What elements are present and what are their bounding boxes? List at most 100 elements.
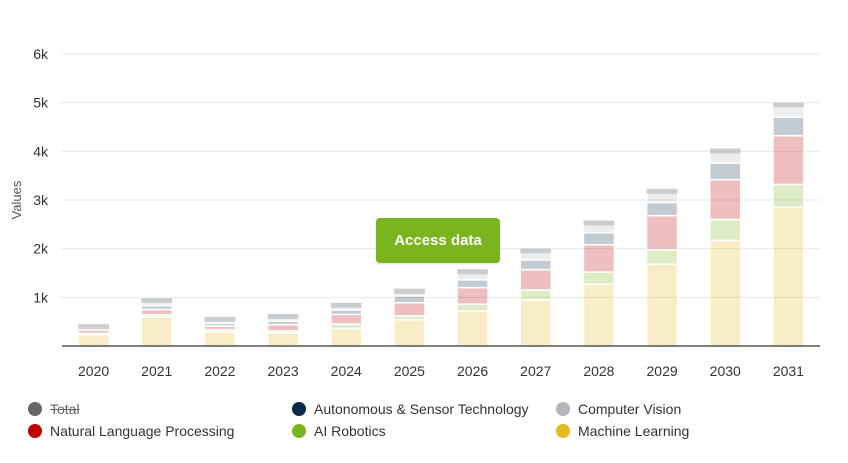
bar-stack-2020[interactable] xyxy=(77,323,110,347)
bar-segment[interactable] xyxy=(582,244,616,273)
legend-item-computer-vision[interactable]: Computer Vision xyxy=(556,401,681,417)
bar-stack-2026[interactable] xyxy=(456,268,489,347)
bar-top-cap xyxy=(457,269,489,275)
legend-dot-machine-learning xyxy=(556,424,570,438)
bar-segment[interactable] xyxy=(140,316,173,347)
bar-stack-2028[interactable] xyxy=(582,219,616,347)
bar-segment[interactable] xyxy=(582,283,616,347)
bar-segment[interactable] xyxy=(709,218,742,242)
bar-top-cap xyxy=(78,324,110,330)
bar-top-cap xyxy=(141,297,173,303)
legend-label-machine-learning: Machine Learning xyxy=(578,423,690,439)
bar-segment[interactable] xyxy=(456,286,489,305)
x-tick-label: 2026 xyxy=(457,363,488,379)
bar-top-cap xyxy=(520,248,552,254)
x-tick-label: 2021 xyxy=(141,363,172,379)
bar-stack-2025[interactable] xyxy=(393,287,426,347)
bar-segment[interactable] xyxy=(456,279,489,289)
legend-dot-total xyxy=(28,402,42,416)
x-tick-label: 2020 xyxy=(78,363,109,379)
bar-top-cap xyxy=(646,188,678,194)
bar-segment[interactable] xyxy=(582,231,616,246)
y-tick-label: 2k xyxy=(33,241,49,257)
bar-segment[interactable] xyxy=(645,201,679,217)
bar-segment[interactable] xyxy=(77,334,110,347)
bar-stack-2031[interactable] xyxy=(772,101,805,347)
bar-stack-2030[interactable] xyxy=(709,147,742,347)
bar-top-cap xyxy=(772,102,804,108)
bar-segment[interactable] xyxy=(709,178,742,221)
bar-segment[interactable] xyxy=(519,259,552,271)
bar-segment[interactable] xyxy=(709,239,742,347)
legend-label-natural-language-processing: Natural Language Processing xyxy=(50,423,235,439)
legend-item-natural-language-processing[interactable]: Natural Language Processing xyxy=(28,423,234,439)
legend-dot-natural-language-processing xyxy=(28,424,42,438)
x-tick-label: 2030 xyxy=(710,363,741,379)
bar-stack-2024[interactable] xyxy=(330,301,363,347)
bar-stack-2029[interactable] xyxy=(645,188,679,347)
bar-segment[interactable] xyxy=(330,327,363,347)
bar-top-cap xyxy=(583,220,615,226)
bars xyxy=(77,101,805,347)
bar-stack-2027[interactable] xyxy=(519,247,552,347)
legend-item-autonomous-sensor-technology[interactable]: Autonomous & Sensor Technology xyxy=(292,401,529,417)
bar-segment[interactable] xyxy=(772,116,805,137)
gridlines: 1k 2k 3k 4k 5k 6k xyxy=(33,46,820,305)
bar-segment[interactable] xyxy=(456,303,489,312)
bar-segment[interactable] xyxy=(772,183,805,209)
bar-top-cap xyxy=(267,313,299,319)
bar-stack-2023[interactable] xyxy=(266,313,300,347)
legend-label-ai-robotics: AI Robotics xyxy=(314,423,386,439)
y-tick-label: 5k xyxy=(33,95,49,111)
y-tick-label: 4k xyxy=(33,143,49,159)
y-tick-label: 1k xyxy=(33,289,49,305)
legend-label-computer-vision: Computer Vision xyxy=(578,401,682,417)
x-tick-label: 2024 xyxy=(331,363,362,379)
x-tick-label: 2031 xyxy=(773,363,804,379)
x-tick-label: 2028 xyxy=(583,363,614,379)
bar-top-cap xyxy=(330,302,362,308)
legend-label-autonomous-sensor-technology: Autonomous & Sensor Technology xyxy=(314,401,529,417)
bar-segment[interactable] xyxy=(645,263,679,347)
bar-segment[interactable] xyxy=(772,206,805,347)
bar-segment[interactable] xyxy=(772,135,805,186)
bar-segment[interactable] xyxy=(645,214,679,251)
axes: 2020 2021 2022 2023 2024 2025 2026 2027 2028 2029… xyxy=(62,345,820,379)
legend-dot-computer-vision xyxy=(556,402,570,416)
bar-segment[interactable] xyxy=(203,331,237,347)
legend-dot-autonomous-sensor-technology xyxy=(292,402,306,416)
bar-segment[interactable] xyxy=(393,301,426,317)
bar-segment[interactable] xyxy=(519,289,552,301)
bar-segment[interactable] xyxy=(266,323,300,332)
x-tick-label: 2027 xyxy=(520,363,551,379)
bar-top-cap xyxy=(393,288,425,294)
x-tick-label: 2025 xyxy=(394,363,425,379)
bar-segment[interactable] xyxy=(140,308,173,316)
legend-dot-ai-robotics xyxy=(292,424,306,438)
bar-stack-2022[interactable] xyxy=(203,316,237,347)
bar-top-cap xyxy=(709,148,741,154)
bar-segment[interactable] xyxy=(645,248,679,265)
legend-item-total[interactable]: Total xyxy=(28,401,80,417)
bar-segment[interactable] xyxy=(393,318,426,347)
x-tick-label: 2029 xyxy=(647,363,678,379)
bar-segment[interactable] xyxy=(330,313,363,325)
legend-item-ai-robotics[interactable]: AI Robotics xyxy=(292,423,386,439)
access-data-button[interactable]: Access data xyxy=(376,218,500,263)
bar-segment[interactable] xyxy=(519,268,552,291)
bar-segment[interactable] xyxy=(393,295,426,304)
y-tick-label: 3k xyxy=(33,192,49,208)
bar-segment[interactable] xyxy=(582,271,616,285)
bar-top-cap xyxy=(204,316,236,322)
legend: Total Autonomous & Sensor Technology Com… xyxy=(28,401,828,451)
legend-label-total: Total xyxy=(50,401,80,417)
legend-item-machine-learning[interactable]: Machine Learning xyxy=(556,423,689,439)
x-tick-label: 2022 xyxy=(204,363,235,379)
bar-segment[interactable] xyxy=(266,332,300,347)
bar-segment[interactable] xyxy=(456,310,489,347)
bar-stack-2021[interactable] xyxy=(140,297,173,347)
x-tick-label: 2023 xyxy=(268,363,299,379)
bar-segment[interactable] xyxy=(709,162,742,181)
bar-segment[interactable] xyxy=(519,299,552,347)
